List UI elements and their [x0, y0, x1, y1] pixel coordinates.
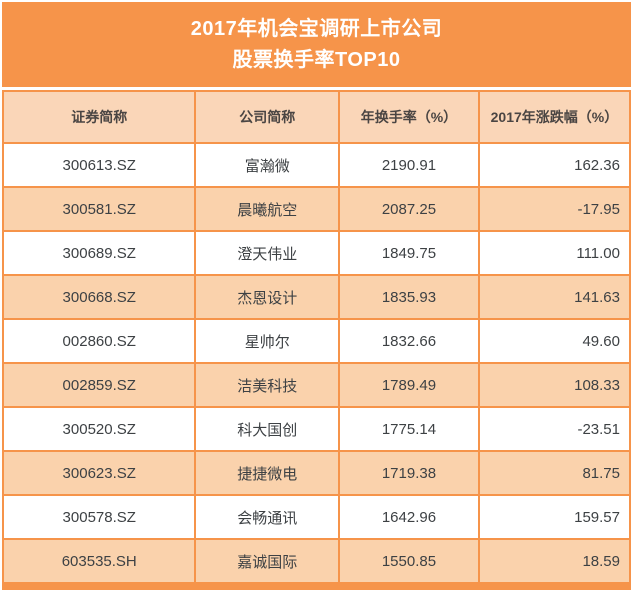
cell-2017-change: -17.95 — [477, 186, 632, 232]
bottom-border — [2, 584, 631, 590]
cell-security-code: 603535.SH — [1, 538, 197, 584]
table-row: 002859.SZ 洁美科技 1789.49 108.33 — [1, 362, 632, 408]
cell-2017-change: 162.36 — [477, 142, 632, 188]
cell-annual-turnover: 2190.91 — [338, 142, 480, 188]
page-title-line2: 股票换手率TOP10 — [232, 48, 401, 71]
cell-security-code: 300520.SZ — [1, 406, 197, 452]
cell-2017-change: 141.63 — [477, 274, 632, 320]
cell-security-code: 300689.SZ — [1, 230, 197, 276]
cell-2017-change: 81.75 — [477, 450, 632, 496]
table-row: 300581.SZ 晨曦航空 2087.25 -17.95 — [1, 186, 632, 232]
cell-2017-change: 49.60 — [477, 318, 632, 364]
cell-2017-change: 159.57 — [477, 494, 632, 540]
turnover-top10-table: 证券简称 公司简称 年换手率（%） 2017年涨跌幅（%） 300613.SZ … — [1, 90, 632, 584]
table-row: 300668.SZ 杰恩设计 1835.93 141.63 — [1, 274, 632, 320]
cell-company-name: 晨曦航空 — [194, 186, 341, 232]
cell-company-name: 星帅尔 — [194, 318, 341, 364]
cell-annual-turnover: 1642.96 — [338, 494, 480, 540]
cell-annual-turnover: 1832.66 — [338, 318, 480, 364]
table-row: 603535.SH 嘉诚国际 1550.85 18.59 — [1, 538, 632, 584]
table-row: 300623.SZ 捷捷微电 1719.38 81.75 — [1, 450, 632, 496]
cell-2017-change: -23.51 — [477, 406, 632, 452]
cell-security-code: 300623.SZ — [1, 450, 197, 496]
cell-company-name: 科大国创 — [194, 406, 341, 452]
cell-company-name: 嘉诚国际 — [194, 538, 341, 584]
cell-security-code: 002860.SZ — [1, 318, 197, 364]
table-row: 300613.SZ 富瀚微 2190.91 162.36 — [1, 142, 632, 188]
cell-annual-turnover: 1835.93 — [338, 274, 480, 320]
cell-annual-turnover: 2087.25 — [338, 186, 480, 232]
page-title-line1: 2017年机会宝调研上市公司 — [190, 17, 443, 40]
cell-company-name: 澄天伟业 — [194, 230, 341, 276]
table-row: 300578.SZ 会畅通讯 1642.96 159.57 — [1, 494, 632, 540]
cell-2017-change: 108.33 — [477, 362, 632, 408]
cell-company-name: 洁美科技 — [194, 362, 341, 408]
col-header-company-name: 公司简称 — [194, 90, 341, 144]
col-header-annual-turnover: 年换手率（%） — [338, 90, 480, 144]
cell-company-name: 富瀚微 — [194, 142, 341, 188]
cell-2017-change: 18.59 — [477, 538, 632, 584]
cell-2017-change: 111.00 — [477, 230, 632, 276]
cell-security-code: 300581.SZ — [1, 186, 197, 232]
table-header-row: 证券简称 公司简称 年换手率（%） 2017年涨跌幅（%） — [1, 90, 632, 144]
table-row: 300520.SZ 科大国创 1775.14 -23.51 — [1, 406, 632, 452]
table-row: 002860.SZ 星帅尔 1832.66 49.60 — [1, 318, 632, 364]
table-row: 300689.SZ 澄天伟业 1849.75 111.00 — [1, 230, 632, 276]
title-banner: 2017年机会宝调研上市公司 股票换手率TOP10 — [2, 2, 631, 87]
cell-annual-turnover: 1550.85 — [338, 538, 480, 584]
cell-company-name: 捷捷微电 — [194, 450, 341, 496]
cell-annual-turnover: 1719.38 — [338, 450, 480, 496]
col-header-security-code: 证券简称 — [1, 90, 197, 144]
col-header-2017-change: 2017年涨跌幅（%） — [477, 90, 632, 144]
cell-security-code: 300668.SZ — [1, 274, 197, 320]
cell-annual-turnover: 1775.14 — [338, 406, 480, 452]
cell-company-name: 会畅通讯 — [194, 494, 341, 540]
cell-security-code: 300613.SZ — [1, 142, 197, 188]
cell-annual-turnover: 1849.75 — [338, 230, 480, 276]
cell-security-code: 300578.SZ — [1, 494, 197, 540]
cell-security-code: 002859.SZ — [1, 362, 197, 408]
banner-table-divider — [2, 87, 631, 90]
cell-company-name: 杰恩设计 — [194, 274, 341, 320]
cell-annual-turnover: 1789.49 — [338, 362, 480, 408]
